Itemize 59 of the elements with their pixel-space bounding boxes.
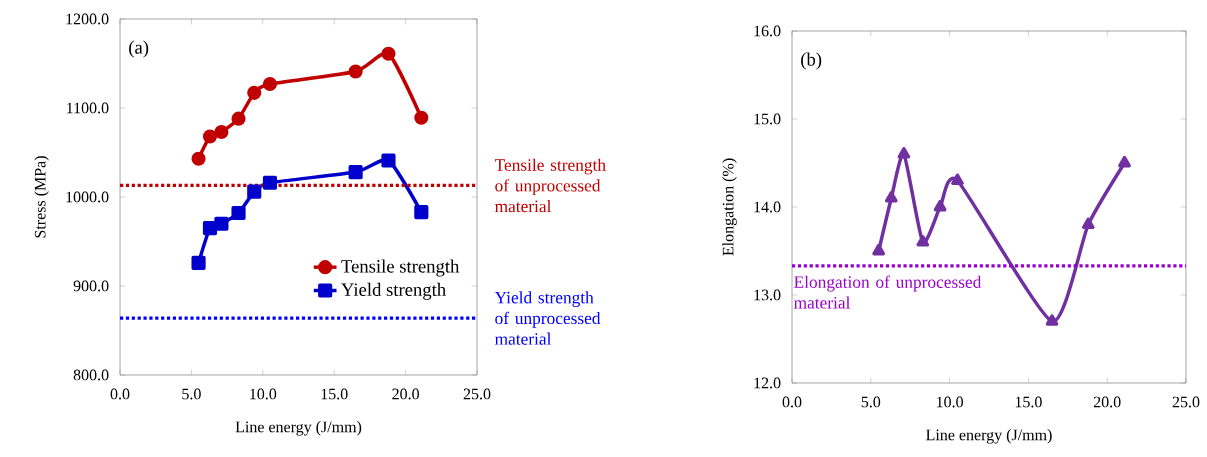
x-tick-label: 5.0 (182, 388, 201, 400)
legend-label: Tensile strength (341, 259, 460, 277)
point (381, 153, 396, 168)
point (1045, 314, 1059, 326)
point (247, 184, 262, 199)
point (214, 216, 229, 231)
point (1081, 217, 1095, 229)
point (348, 165, 363, 180)
x-tick-label: 10.0 (250, 388, 277, 400)
x-tick-label: 5.0 (861, 396, 881, 408)
x-tick-label: 0.0 (110, 388, 130, 400)
y-axis-title: Elongation (%) (722, 158, 737, 256)
point (916, 235, 930, 247)
x-tick-label: 10.0 (937, 396, 963, 408)
x-tick-label: 15.0 (1015, 396, 1042, 408)
point (191, 151, 206, 166)
y-tick-label: 900.0 (73, 280, 109, 292)
x-tick-label: 20.0 (392, 388, 419, 400)
annotation: (a) (129, 40, 149, 58)
point (247, 85, 262, 100)
y-tick-label: 15.0 (754, 113, 781, 125)
ref-line-label: Yield strength of unprocessed material (494, 291, 601, 345)
point (191, 255, 206, 270)
y-tick-label: 13.0 (754, 289, 781, 301)
point (897, 147, 911, 159)
y-tick-label: 16.0 (754, 25, 781, 37)
point (262, 76, 278, 92)
point (231, 111, 246, 126)
point (1118, 155, 1131, 168)
y-tick-label: 1100.0 (67, 102, 109, 114)
y-tick-label: 1200.0 (66, 13, 109, 25)
point (414, 110, 429, 125)
point (414, 205, 429, 220)
x-axis-title: Line energy (J/mm) (926, 429, 1052, 444)
point (231, 205, 246, 221)
y-tick-label: 1000.0 (66, 191, 109, 203)
ref-line-label: Tensile strength of unprocessed material (494, 158, 606, 213)
ref-line-label: Elongation of unprocessed material (793, 275, 982, 309)
point (202, 129, 218, 144)
point (381, 46, 396, 61)
y-tick-label: 800.0 (73, 369, 109, 381)
x-tick-label: 20.0 (1093, 396, 1121, 408)
annotation: (b) (801, 52, 822, 70)
x-tick-label: 0.0 (782, 396, 802, 408)
y-tick-label: 12.0 (754, 377, 781, 389)
point (884, 191, 898, 203)
x-tick-label: 15.0 (321, 388, 348, 400)
point (214, 124, 229, 140)
x-tick-label: 25.0 (463, 388, 491, 400)
point (262, 175, 278, 190)
x-axis-title: Line energy (J/mm) (235, 421, 362, 436)
x-tick-label: 25.0 (1172, 396, 1200, 408)
y-axis-title: Stress (MPa) (34, 156, 49, 238)
legend-label: Yield strength (341, 282, 446, 300)
point (872, 243, 886, 256)
point (348, 64, 363, 79)
point (933, 199, 947, 212)
point (951, 173, 964, 185)
y-tick-label: 14.0 (754, 201, 781, 213)
